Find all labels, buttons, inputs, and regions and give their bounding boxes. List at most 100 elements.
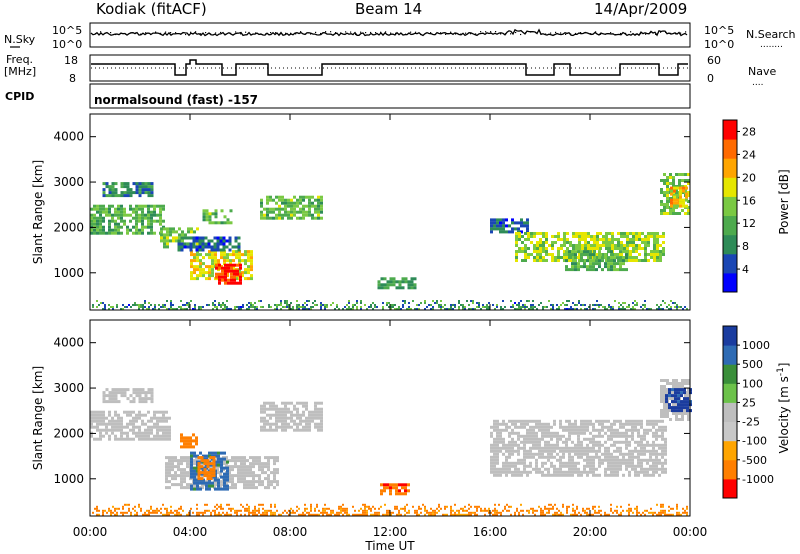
heatmap-cell xyxy=(402,304,404,306)
heatmap-cell xyxy=(613,470,616,474)
heatmap-cell xyxy=(102,194,106,198)
heatmap-cell xyxy=(150,222,153,226)
heatmap-cell xyxy=(677,397,680,401)
heatmap-cell xyxy=(314,198,317,202)
heatmap-cell xyxy=(416,513,418,516)
heatmap-cell xyxy=(570,306,572,308)
heatmap-cell xyxy=(236,272,239,276)
heatmap-cell xyxy=(159,219,162,223)
heatmap-cell xyxy=(656,238,659,241)
heatmap-cell xyxy=(562,464,565,468)
heatmap-cell xyxy=(203,462,207,466)
heatmap-cell xyxy=(117,216,120,220)
heatmap-cell xyxy=(222,308,224,310)
heatmap-cell xyxy=(183,468,186,472)
heatmap-cell xyxy=(288,308,290,310)
heatmap-cell xyxy=(250,268,253,272)
heatmap-cell xyxy=(208,218,212,222)
colorbar-tick-label: 25 xyxy=(742,396,756,409)
heatmap-cell xyxy=(269,401,272,405)
noise-search-dot xyxy=(390,32,392,34)
heatmap-cell xyxy=(410,308,412,310)
heatmap-cell xyxy=(592,422,595,426)
heatmap-cell xyxy=(683,388,686,392)
heatmap-cell xyxy=(652,461,655,465)
heatmap-cell xyxy=(520,425,523,429)
heatmap-cell xyxy=(595,268,598,272)
heatmap-cell xyxy=(526,300,528,302)
heatmap-cell xyxy=(190,463,193,467)
heatmap-cell xyxy=(298,513,300,516)
heatmap-cell xyxy=(200,459,204,463)
heatmap-cell xyxy=(548,509,550,512)
heatmap-cell xyxy=(550,308,552,310)
heatmap-cell xyxy=(648,511,650,514)
heatmap-cell xyxy=(224,513,226,516)
heatmap-cell xyxy=(183,456,186,460)
heatmap-cell xyxy=(410,286,414,290)
heatmap-cell xyxy=(661,461,664,465)
heatmap-cell xyxy=(687,418,690,421)
heatmap-cell xyxy=(637,470,640,474)
heatmap-cell xyxy=(574,425,577,429)
heatmap-cell xyxy=(306,511,308,514)
heatmap-cell xyxy=(380,489,383,493)
heatmap-cell xyxy=(589,449,592,453)
heatmap-cell xyxy=(612,306,614,308)
heatmap-cell xyxy=(583,452,586,456)
heatmap-cell xyxy=(150,511,152,514)
heatmap-cell xyxy=(156,204,159,208)
heatmap-cell xyxy=(144,204,147,208)
heatmap-cell xyxy=(278,195,281,199)
heatmap-cell xyxy=(532,419,535,423)
heatmap-cell xyxy=(432,306,434,308)
heatmap-cell xyxy=(594,509,596,512)
heatmap-cell xyxy=(526,440,529,444)
heatmap-cell xyxy=(147,188,151,192)
heatmap-cell xyxy=(255,462,258,466)
heatmap-cell xyxy=(552,304,554,306)
heatmap-cell xyxy=(298,304,300,306)
heatmap-cell xyxy=(577,425,580,429)
heatmap-cell xyxy=(538,452,541,456)
heatmap-cell xyxy=(687,179,690,182)
heatmap-cell xyxy=(628,306,630,308)
heatmap-cell xyxy=(631,458,634,462)
heatmap-cell xyxy=(641,241,644,244)
heatmap-cell xyxy=(150,416,153,420)
heatmap-cell xyxy=(272,422,275,426)
heatmap-cell xyxy=(571,440,574,444)
heatmap-cell xyxy=(263,416,266,420)
heatmap-cell xyxy=(126,225,129,229)
heatmap-cell xyxy=(659,259,662,262)
heatmap-cell xyxy=(165,477,168,481)
heatmap-cell xyxy=(214,505,216,508)
heatmap-cell xyxy=(168,480,171,484)
heatmap-cell xyxy=(96,419,99,423)
heatmap-cell xyxy=(504,505,506,508)
heatmap-cell xyxy=(578,244,581,247)
colorbar-tick-label: -25 xyxy=(742,416,760,429)
heatmap-cell xyxy=(676,204,679,208)
heatmap-cell xyxy=(102,400,106,404)
heatmap-cell xyxy=(558,308,560,310)
heatmap-cell xyxy=(440,304,442,306)
heatmap-cell xyxy=(275,195,278,199)
heatmap-cell xyxy=(598,443,601,447)
heatmap-cell xyxy=(493,443,496,447)
heatmap-cell xyxy=(239,263,242,267)
heatmap-cell xyxy=(284,306,286,308)
heatmap-cell xyxy=(620,235,623,238)
heatmap-cell xyxy=(342,503,344,506)
heatmap-cell xyxy=(619,434,622,438)
heatmap-cell xyxy=(383,277,387,281)
heatmap-cell xyxy=(598,455,601,459)
heatmap-cell xyxy=(643,452,646,456)
heatmap-cell xyxy=(364,304,366,306)
heatmap-cell xyxy=(665,397,668,401)
heatmap-cell xyxy=(205,215,209,219)
heatmap-cell xyxy=(551,253,554,256)
heatmap-cell xyxy=(580,265,583,269)
heatmap-cell xyxy=(647,241,650,244)
noise-strip: N.Sky N.Search ........ 10^5 10^0 10^5 1… xyxy=(4,22,796,51)
